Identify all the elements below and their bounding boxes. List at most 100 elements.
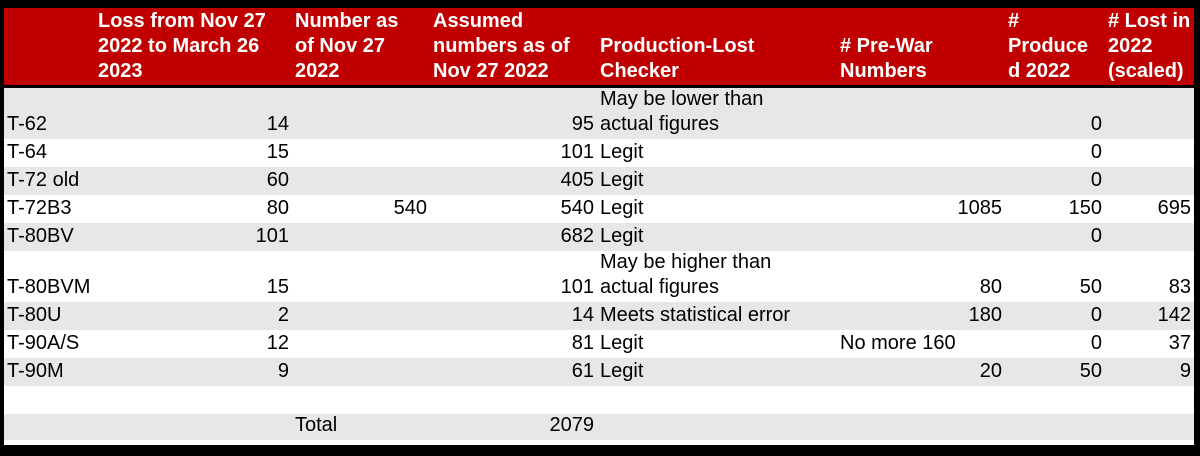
header-cell-loss-period: Loss from Nov 27 2022 to March 26 2023 <box>98 10 266 82</box>
cell-nov27 <box>292 137 430 139</box>
cell-produced: 50 <box>1079 276 1102 298</box>
cell-produced: 0 <box>1090 141 1102 163</box>
table-row: T-90A/S 12 81 Legit No more 160 0 37 <box>4 330 1194 358</box>
cell-blank <box>1105 438 1194 440</box>
cell-blank <box>95 438 292 440</box>
cell-prewar <box>837 193 1005 195</box>
cell-nov27 <box>292 193 430 195</box>
total-label: Total <box>295 414 338 436</box>
cell-lost2022: 9 <box>1179 360 1191 382</box>
cell-model: T-90A/S <box>7 332 80 354</box>
table-row: T-72 old 60 405 Legit 0 <box>4 167 1194 195</box>
cell-checker: Meets statistical error <box>600 304 791 326</box>
cell-assumed: 405 <box>560 169 594 191</box>
cell-nov27 <box>292 384 430 386</box>
table-header-row: Loss from Nov 27 2022 to March 26 2023 N… <box>4 8 1194 88</box>
cell-lost2022: 37 <box>1168 332 1191 354</box>
bottom-strip <box>4 440 1194 445</box>
cell-blank <box>837 438 1005 440</box>
cell-assumed: 101 <box>560 276 594 298</box>
cell-produced: 0 <box>1090 113 1102 135</box>
cell-produced <box>1005 412 1105 414</box>
cell-checker: May be lower than actual figures <box>600 88 764 135</box>
cell-lost2022 <box>1105 137 1194 139</box>
cell-lost2022: 695 <box>1157 197 1191 219</box>
cell-produced: 150 <box>1068 197 1102 219</box>
cell-loss: 9 <box>277 360 289 382</box>
cell-prewar <box>837 412 1005 414</box>
cell-model: T-64 <box>7 141 48 163</box>
cell-model: T-62 <box>7 113 48 135</box>
cell-lost2022 <box>1105 249 1194 251</box>
cell-prewar: 180 <box>968 304 1002 326</box>
cell-lost2022 <box>1105 193 1194 195</box>
table-row: T-62 14 95 May be lower than actual figures… <box>4 88 1194 139</box>
cell-model: T-80BVM <box>7 276 91 298</box>
cell-assumed: 682 <box>560 225 594 247</box>
cell-loss: 101 <box>255 225 289 247</box>
table-row: T-80U 2 14 Meets statistical error 180 0 142 <box>4 302 1194 330</box>
cell-lost2022 <box>1105 412 1194 414</box>
cell-loss: 60 <box>266 169 289 191</box>
cell-model: T-72B3 <box>7 197 72 219</box>
cell-produced: 0 <box>1090 332 1102 354</box>
header-cell-prewar-numbers: # Pre-War Numbers <box>840 35 933 82</box>
cell-lost2022: 83 <box>1168 276 1191 298</box>
header-cell-model <box>4 84 95 85</box>
cell-loss: 15 <box>266 141 289 163</box>
cell-produced: 0 <box>1090 304 1102 326</box>
cell-checker: Legit <box>600 141 644 163</box>
cell-produced: 0 <box>1090 169 1102 191</box>
cell-prewar: 1085 <box>957 197 1003 219</box>
cell-produced: 50 <box>1079 360 1102 382</box>
cell-checker: Legit <box>600 197 644 219</box>
cell-loss <box>95 412 292 414</box>
cell-assumed: 540 <box>560 197 594 219</box>
cell-prewar: 20 <box>979 360 1002 382</box>
cell-nov27 <box>292 249 430 251</box>
cell-assumed: 81 <box>571 332 594 354</box>
header-cell-assumed-nov27: Assumed numbers as of Nov 27 2022 <box>433 10 570 82</box>
table-row <box>4 386 1194 414</box>
cell-checker: Legit <box>600 225 644 247</box>
cell-nov27 <box>292 300 430 302</box>
header-cell-produced-2022: # Produce d 2022 <box>1008 10 1089 82</box>
table-row: T-90M 9 61 Legit 20 50 9 <box>4 358 1194 386</box>
cell-loss: 12 <box>266 332 289 354</box>
cell-prewar <box>837 137 1005 139</box>
table-row: T-64 15 101 Legit 0 <box>4 139 1194 167</box>
cell-assumed: 14 <box>571 304 594 326</box>
cell-model: T-80U <box>7 304 62 326</box>
cell-checker <box>597 412 837 414</box>
cell-nov27 <box>292 328 430 330</box>
cell-loss: 80 <box>266 197 289 219</box>
cell-checker: Legit <box>600 360 644 382</box>
header-cell-number-nov27: Number as of Nov 27 2022 <box>295 10 399 82</box>
cell-prewar: No more 160 <box>840 332 956 354</box>
cell-checker: May be higher than actual figures <box>600 251 772 298</box>
cell-model: T-90M <box>7 360 64 382</box>
table-row: T-80BVM 15 101 May be higher than actual fi… <box>4 251 1194 302</box>
table-body: T-62 14 95 May be lower than actual figures… <box>4 88 1194 414</box>
cell-model <box>4 412 95 414</box>
cell-blank <box>597 438 837 440</box>
cell-loss: 2 <box>277 304 289 326</box>
total-value: 2079 <box>549 414 595 436</box>
cell-assumed: 61 <box>571 360 594 382</box>
cell-prewar <box>837 165 1005 167</box>
cell-loss: 14 <box>266 113 289 135</box>
cell-assumed: 101 <box>560 141 594 163</box>
loss-table: Loss from Nov 27 2022 to March 26 2023 N… <box>4 8 1194 445</box>
cell-assumed: 95 <box>571 113 594 135</box>
cell-nov27: 540 <box>393 197 427 219</box>
total-row: Total 2079 <box>4 414 1194 440</box>
table-row: T-72B3 80 540 540 Legit 1085 150 695 <box>4 195 1194 223</box>
cell-model: T-72 old <box>7 169 80 191</box>
cell-blank <box>1005 438 1105 440</box>
cell-loss: 15 <box>266 276 289 298</box>
cell-produced: 0 <box>1090 225 1102 247</box>
table-row: T-80BV 101 682 Legit 0 <box>4 223 1194 251</box>
cell-checker: Legit <box>600 332 644 354</box>
cell-checker: Legit <box>600 169 644 191</box>
header-cell-checker: Production-Lost Checker <box>600 35 755 82</box>
